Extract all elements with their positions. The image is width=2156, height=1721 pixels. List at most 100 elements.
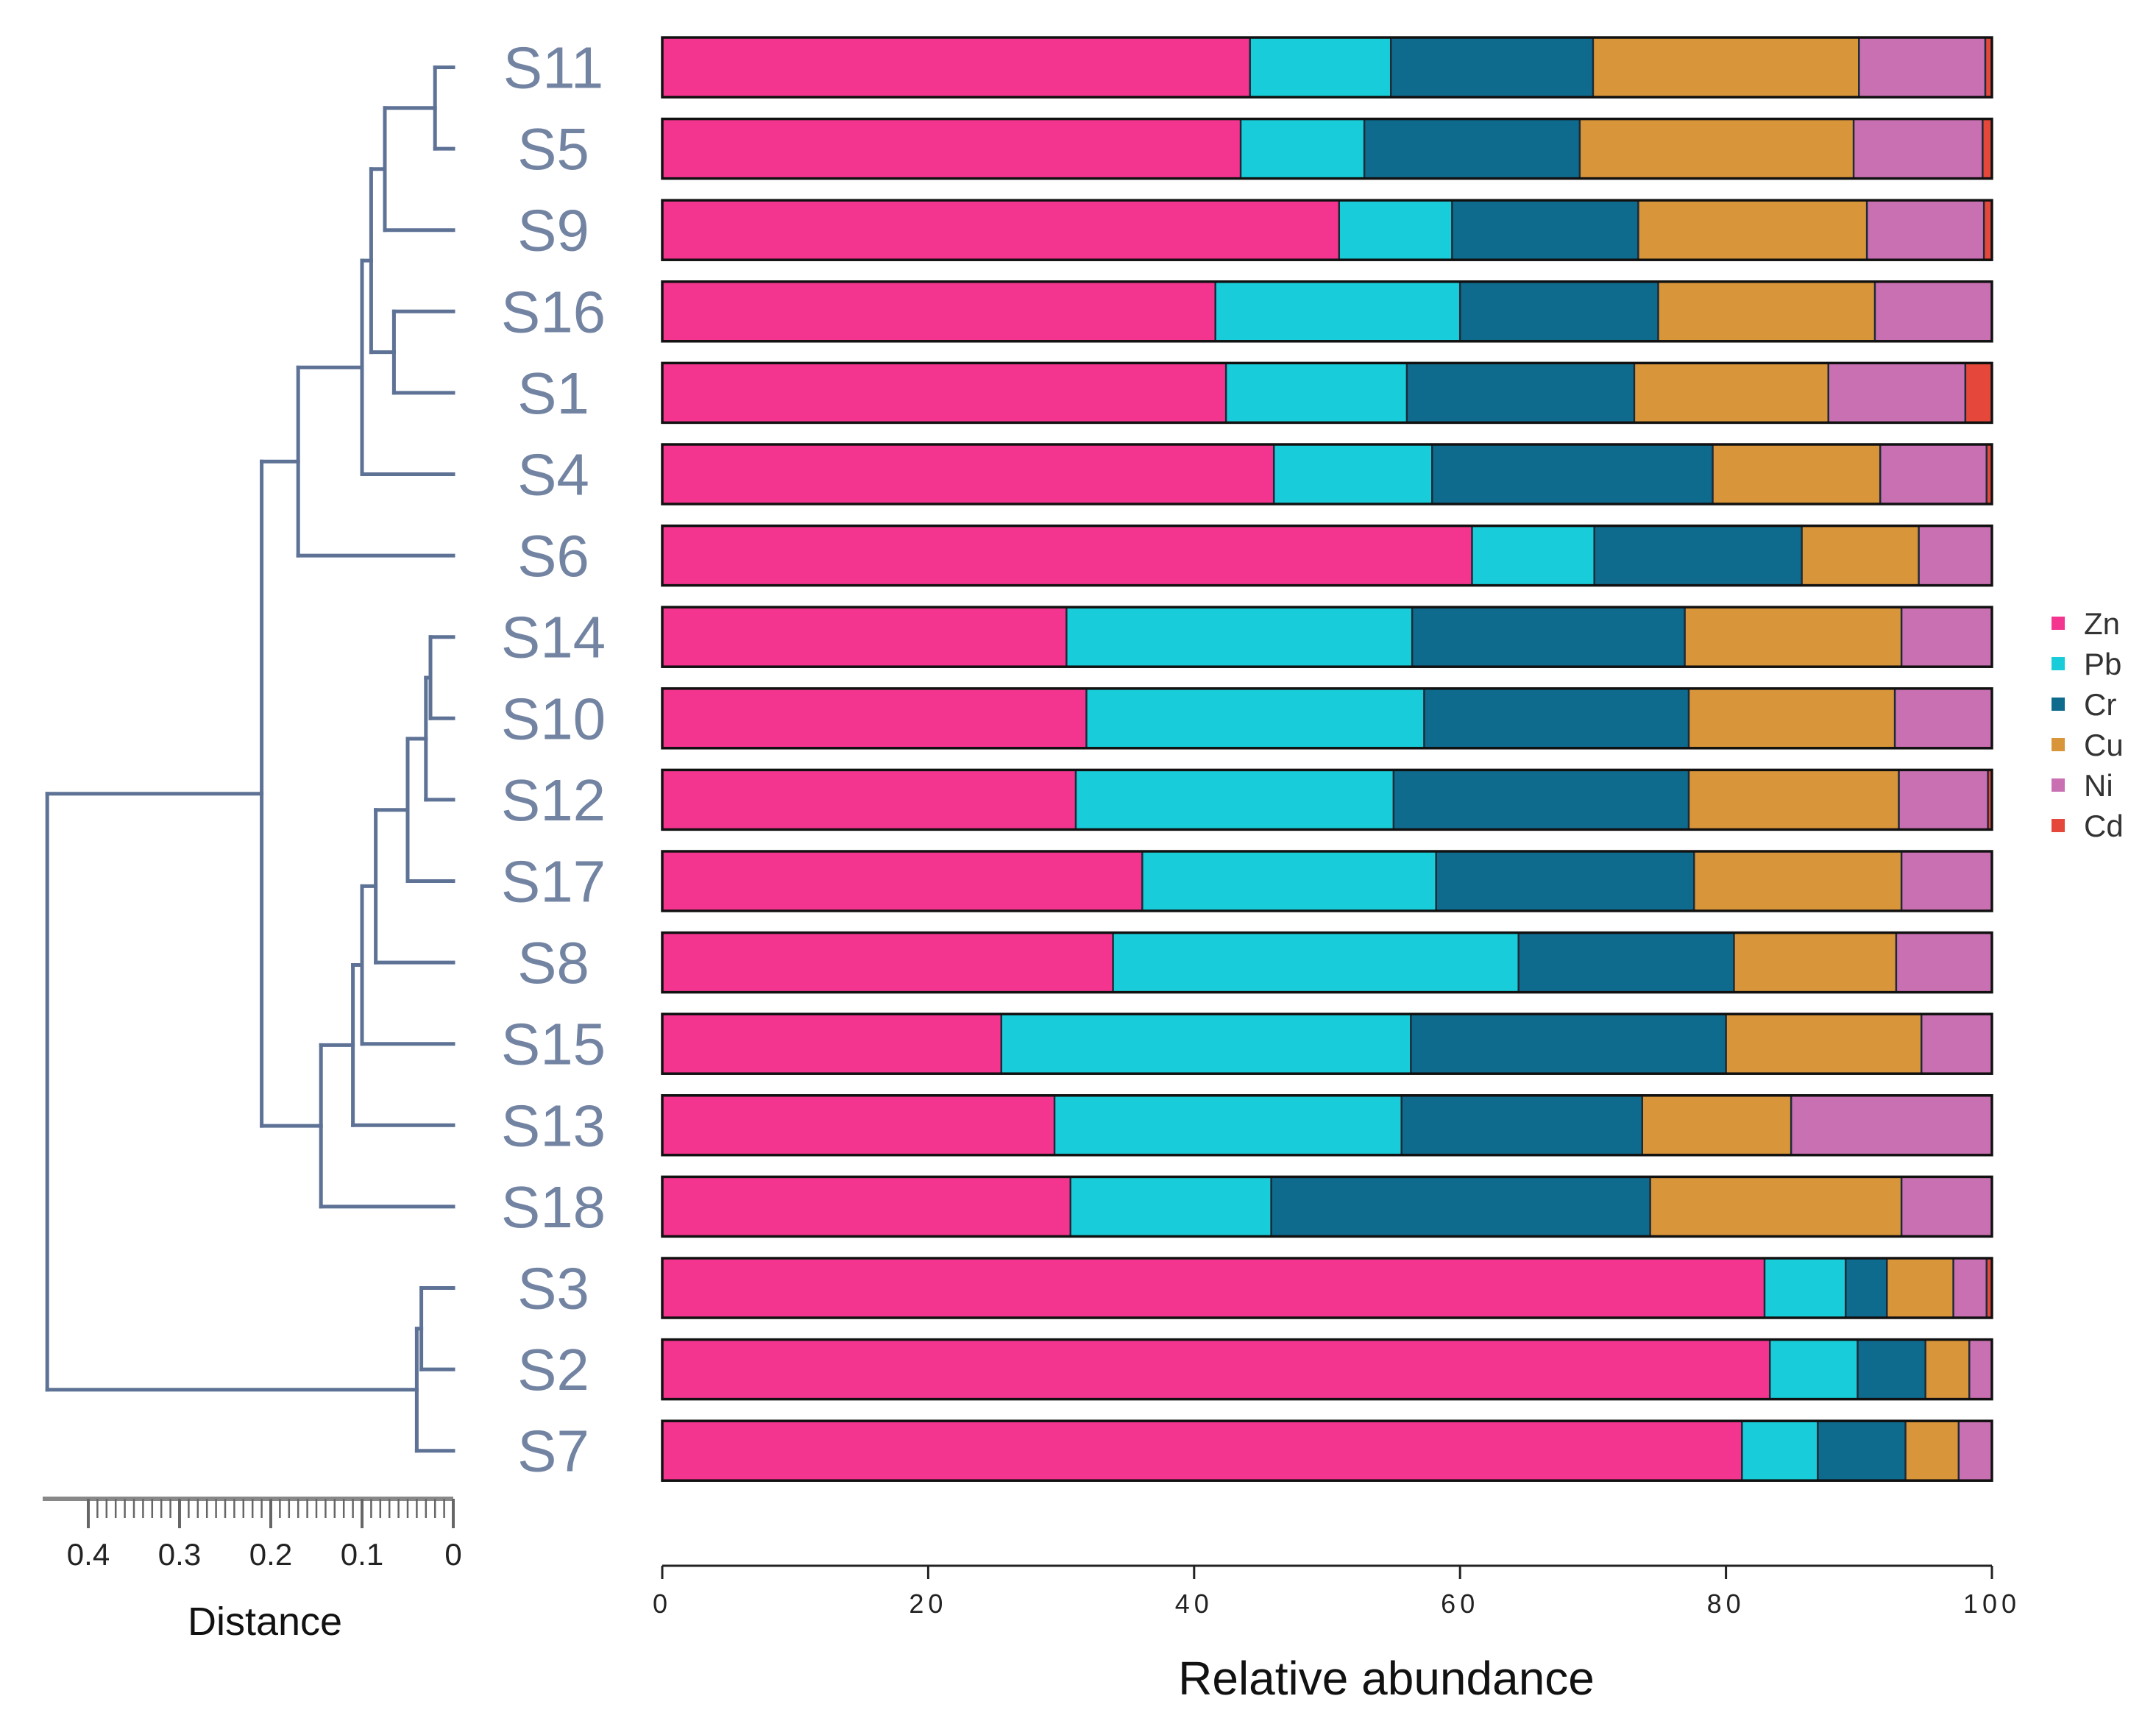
- bar-segment-s12-cu: [1689, 770, 1899, 830]
- legend-item-cu: Cu: [2052, 728, 2124, 762]
- bar-segment-s6-cr: [1594, 525, 1802, 586]
- bar-segment-s4-cr: [1432, 444, 1713, 504]
- dendrogram-merge-10: [374, 808, 455, 965]
- dendrogram-axis-title: Distance: [188, 1600, 342, 1644]
- bar-segment-s16-zn: [662, 281, 1216, 341]
- sample-labels: S11 S5 S9 S16 S1 S4 S6 S14 S10 S12 S17 S8 S15 S13 S18 S…: [501, 35, 606, 1484]
- bar-segment-s4-cd: [1986, 444, 1992, 504]
- legend-swatch-cu: [2052, 738, 2065, 751]
- sample-label-s16: S16: [501, 279, 606, 344]
- sample-label-s17: S17: [501, 849, 606, 915]
- bar-segment-s12-ni: [1898, 770, 1988, 830]
- sample-label-s12: S12: [501, 767, 606, 833]
- sample-label-s15: S15: [501, 1012, 606, 1077]
- dendrogram-axis: 0.4 0.3 0.2 0.1 0: [43, 1497, 462, 1572]
- bar-segment-s3-zn: [662, 1258, 1765, 1318]
- bar-outline-s14: [661, 606, 1993, 668]
- dendrogram-merge-5: [360, 258, 455, 476]
- bar-segment-s2-cu: [1925, 1339, 1970, 1399]
- bar-outline-s9: [661, 199, 1993, 261]
- bar-segment-s16-ni: [1874, 281, 1992, 341]
- sample-label-s6: S6: [517, 523, 589, 589]
- bar-outline-s18: [661, 1175, 1993, 1238]
- bar-segment-s7-cu: [1905, 1421, 1959, 1481]
- bar-segment-s17-cr: [1436, 851, 1695, 911]
- bar-segment-s18-cr: [1271, 1177, 1650, 1237]
- bar-segment-s13-ni: [1791, 1095, 1992, 1155]
- dendrogram: [45, 65, 455, 1453]
- bar-segment-s4-pb: [1274, 444, 1433, 504]
- bar-outline-s11: [661, 36, 1993, 99]
- bar-outline-s15: [661, 1012, 1993, 1075]
- bar-row-s14: [661, 606, 1993, 668]
- bar-row-s9: [661, 199, 1993, 261]
- bar-segment-s1-cu: [1634, 363, 1829, 423]
- legend-item-ni: Ni: [2052, 768, 2113, 803]
- bar-segment-s11-cr: [1391, 38, 1593, 97]
- bar-row-s7: [661, 1419, 1993, 1482]
- bar-outline-s12: [661, 768, 1993, 831]
- dendrogram-merge-1: [433, 65, 455, 151]
- dendrogram-merge-3: [383, 106, 455, 233]
- sample-label-s2: S2: [517, 1337, 589, 1402]
- bar-segment-s16-cr: [1460, 281, 1659, 341]
- abundance-tick-label: 40: [1175, 1589, 1213, 1619]
- bar-segment-s14-ni: [1901, 607, 1992, 667]
- bar-segment-s1-cd: [1965, 363, 1992, 423]
- sample-label-s7: S7: [517, 1419, 589, 1484]
- sample-label-s14: S14: [501, 605, 606, 670]
- bar-segment-s18-ni: [1901, 1177, 1992, 1237]
- bar-segment-s16-pb: [1215, 281, 1461, 341]
- legend-label-cu: Cu: [2084, 728, 2124, 762]
- bar-segment-s7-zn: [662, 1421, 1742, 1481]
- bar-segment-s16-cu: [1658, 281, 1875, 341]
- bar-segment-s13-cu: [1642, 1095, 1792, 1155]
- bar-segment-s7-cr: [1818, 1421, 1906, 1481]
- legend-swatch-cd: [2052, 819, 2065, 832]
- bar-outline-s7: [661, 1419, 1993, 1482]
- bar-outline-s4: [661, 443, 1993, 505]
- bar-segment-s4-cu: [1712, 444, 1881, 504]
- dendrogram-tick-label: 0.2: [249, 1537, 292, 1572]
- bar-segment-s8-pb: [1113, 932, 1519, 993]
- bar-segment-s17-ni: [1901, 851, 1992, 911]
- bar-row-s12: [661, 768, 1993, 831]
- bar-segment-s12-cd: [1987, 770, 1992, 830]
- dendrogram-merge-15: [419, 1286, 455, 1372]
- bar-segment-s9-zn: [662, 200, 1339, 260]
- dendrogram-merge-6: [296, 365, 455, 558]
- bar-segment-s9-ni: [1867, 200, 1985, 260]
- dendrogram-tick-label: 0: [444, 1537, 461, 1572]
- bar-row-s3: [661, 1257, 1993, 1319]
- bar-segment-s8-cr: [1518, 932, 1734, 993]
- bar-segment-s13-pb: [1054, 1095, 1402, 1155]
- bar-segment-s12-cr: [1393, 770, 1689, 830]
- bar-segment-s1-zn: [662, 363, 1227, 423]
- bar-segment-s11-cu: [1592, 38, 1859, 97]
- legend-swatch-cr: [2052, 698, 2065, 711]
- sample-label-s11: S11: [503, 35, 603, 101]
- bar-segment-s17-zn: [662, 851, 1143, 911]
- bar-segment-s15-cr: [1411, 1014, 1726, 1074]
- bar-segment-s15-ni: [1921, 1014, 1992, 1074]
- abundance-tick-label: 80: [1707, 1589, 1745, 1619]
- bar-segment-s1-cr: [1406, 363, 1634, 423]
- bar-segment-s3-ni: [1953, 1258, 1987, 1318]
- bar-segment-s10-cr: [1424, 688, 1689, 748]
- bar-segment-s9-cr: [1452, 200, 1639, 260]
- bar-segment-s9-cu: [1638, 200, 1868, 260]
- bar-segment-s5-zn: [662, 118, 1241, 179]
- bar-outline-s10: [661, 687, 1993, 750]
- legend-item-zn: Zn: [2052, 606, 2120, 641]
- sample-label-s9: S9: [517, 198, 589, 263]
- legend-item-cd: Cd: [2052, 809, 2124, 843]
- abundance-tick-label: 20: [909, 1589, 947, 1619]
- bar-segment-s3-pb: [1765, 1258, 1846, 1318]
- bar-outline-s13: [661, 1094, 1993, 1157]
- abundance-axis: 0 20 40 60 80 100: [653, 1564, 2016, 1619]
- bar-row-s13: [661, 1094, 1993, 1157]
- abundance-axis-title: Relative abundance: [1178, 1652, 1595, 1705]
- bar-segment-s10-ni: [1895, 688, 1992, 748]
- bar-segment-s14-cu: [1684, 607, 1902, 667]
